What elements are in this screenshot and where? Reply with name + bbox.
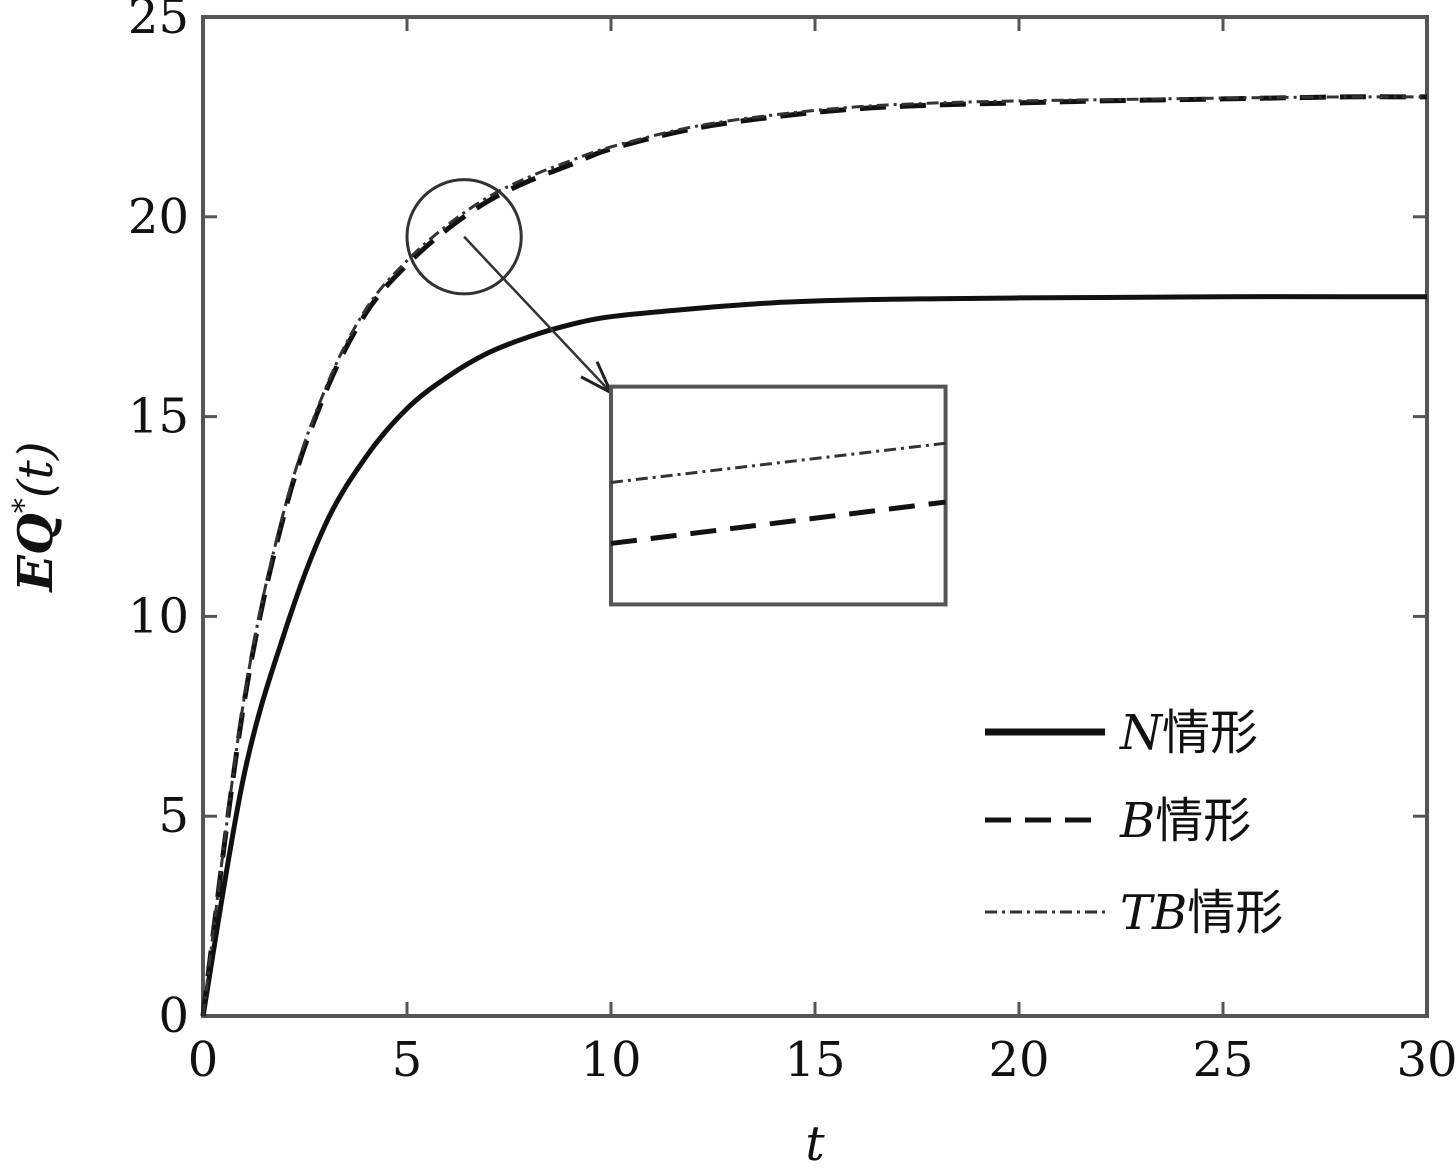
- series-group: [200, 94, 1428, 1017]
- inset-box: [609, 384, 948, 607]
- x-tick-label: 15: [784, 1032, 845, 1088]
- zoom-arrow: [463, 235, 612, 394]
- inset-series-tb: [610, 441, 946, 484]
- y-axis-label-main: EQ: [8, 513, 64, 594]
- x-tick-label: 20: [988, 1032, 1049, 1088]
- y-tick-label: 5: [158, 788, 189, 844]
- y-tick-label: 15: [128, 389, 189, 445]
- inset-series-b: [610, 499, 946, 546]
- series-line-tb: [201, 95, 1428, 1017]
- x-tick-label: 10: [580, 1032, 641, 1088]
- legend-label-b: B情形: [1119, 793, 1251, 849]
- y-tick-label: 20: [128, 189, 189, 245]
- y-tick-label: 25: [128, 0, 189, 45]
- y-axis-label-sup: *: [7, 498, 42, 513]
- x-tick-label: 5: [392, 1032, 423, 1088]
- legend-label-n: N情形: [1119, 705, 1258, 761]
- y-tick-label: 10: [128, 588, 189, 644]
- x-axis-label: t: [805, 1116, 825, 1169]
- tick-labels: 0 5 10 15 20 25 30 0 5 10 15 20 25: [128, 0, 1456, 1088]
- x-tick-label: 30: [1396, 1032, 1456, 1088]
- zoom-annotation: [405, 178, 948, 607]
- legend: N情形 B情形 TB情形: [985, 705, 1283, 941]
- x-tick-label: 25: [1192, 1032, 1253, 1088]
- x-tick-label: 0: [188, 1032, 219, 1088]
- ticks: [201, 15, 1429, 1018]
- zoom-circle: [405, 178, 523, 296]
- y-axis-label: EQ*(t): [7, 441, 64, 593]
- series-line-n: [200, 294, 1428, 1017]
- y-tick-label: 0: [158, 988, 189, 1044]
- legend-label-tb: TB情形: [1120, 885, 1283, 941]
- y-axis-label-tail: (t): [8, 441, 64, 498]
